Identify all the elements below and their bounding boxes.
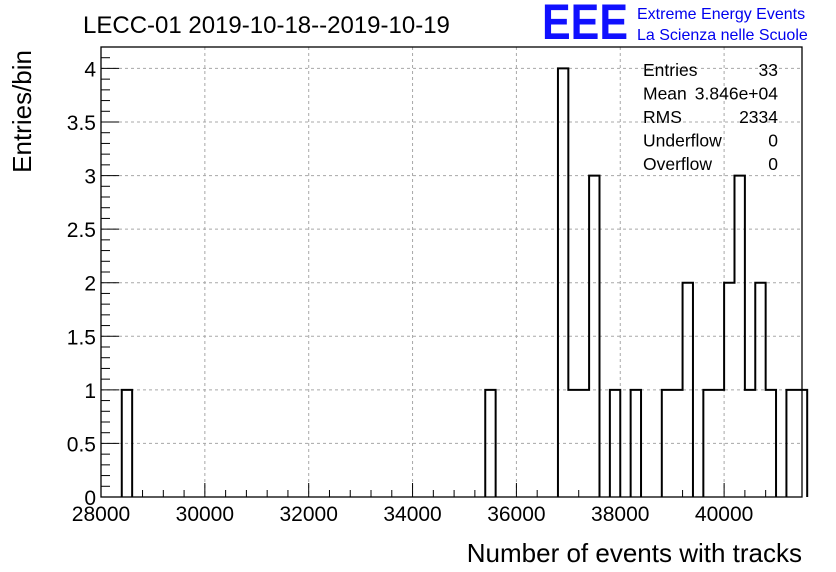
histogram-bin — [672, 390, 682, 497]
histogram-outline — [120, 67, 809, 497]
y-tick-label: 2 — [84, 273, 96, 296]
x-tick-labels: 28000 30000 32000 34000 36000 38000 40000 — [72, 503, 754, 526]
histogram-bars — [120, 67, 809, 497]
grid — [101, 47, 802, 497]
y-tick-label: 2.5 — [67, 219, 96, 242]
histogram-bin — [122, 390, 132, 497]
y-axis-label: Entries/bin — [7, 50, 37, 173]
histogram-bin — [724, 283, 734, 497]
x-tick-label: 36000 — [487, 503, 545, 526]
eee-logo: EEE Extreme Energy Events La Scienza nel… — [542, 0, 808, 50]
x-tick-label: 30000 — [176, 503, 234, 526]
histogram-bin — [558, 68, 568, 497]
histogram-bin — [734, 176, 744, 497]
histogram-bin — [610, 390, 620, 497]
histogram-bin — [714, 390, 724, 497]
x-axis-label: Number of events with tracks — [467, 538, 802, 568]
stats-label: Mean — [643, 84, 687, 104]
histogram-bin — [755, 283, 765, 497]
histogram-bin — [485, 390, 495, 497]
axes — [100, 46, 803, 498]
x-tick-label: 32000 — [280, 503, 338, 526]
y-tick-label: 1.5 — [67, 326, 96, 349]
x-tick-label: 40000 — [695, 503, 753, 526]
histogram-bin — [568, 390, 578, 497]
stats-value: 0 — [768, 131, 778, 151]
histogram-bin — [589, 176, 599, 497]
histogram-bin — [766, 390, 776, 497]
x-tick-label: 28000 — [72, 503, 130, 526]
eee-logo-mark: EEE — [542, 0, 628, 50]
histogram-bin — [786, 390, 796, 497]
stats-value: 3.846e+04 — [695, 84, 778, 104]
histogram-bin — [631, 390, 641, 497]
stats-value: 33 — [759, 60, 778, 80]
x-tick-label: 34000 — [383, 503, 441, 526]
x-tick-label: 38000 — [591, 503, 649, 526]
histogram-bin — [662, 390, 672, 497]
stats-label: RMS — [643, 107, 682, 127]
plot-frame — [100, 46, 803, 498]
y-tick-labels: 0 0.5 1 1.5 2 2.5 3 3.5 4 — [67, 58, 97, 510]
histogram-bin — [579, 390, 589, 497]
stats-value: 2334 — [739, 107, 778, 127]
stats-value: 0 — [768, 154, 778, 174]
histogram-bin — [745, 390, 755, 497]
y-tick-label: 1 — [84, 380, 96, 403]
histogram-bin — [703, 390, 713, 497]
stats-label: Entries — [643, 60, 698, 80]
logo-caption-line2: La Scienza nelle Scuole — [637, 27, 808, 44]
stats-label: Overflow — [643, 154, 712, 174]
y-tick-label: 4 — [84, 58, 96, 81]
y-tick-label: 3.5 — [67, 112, 96, 135]
logo-caption-line1: Extreme Energy Events — [637, 6, 805, 23]
stats-box: Entries 33 Mean 3.846e+04 RMS 2334 Underflow 0 O… — [643, 60, 778, 174]
histogram-bin — [683, 283, 693, 497]
y-tick-label: 0.5 — [67, 433, 96, 456]
y-tick-label: 3 — [84, 166, 96, 189]
chart-title: LECC-01 2019-10-18--2019-10-19 — [83, 12, 450, 39]
y-tick-label: 0 — [84, 487, 96, 510]
stats-label: Underflow — [643, 131, 722, 151]
